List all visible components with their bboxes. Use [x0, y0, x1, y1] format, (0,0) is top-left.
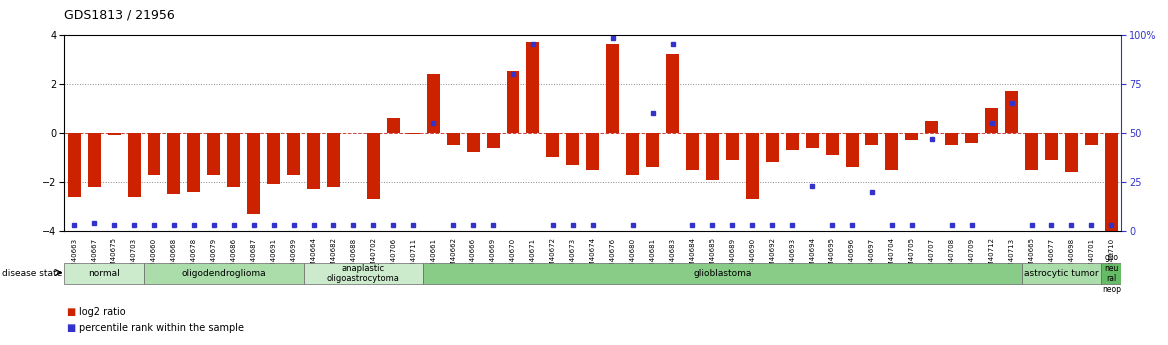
Bar	[626, 133, 639, 175]
Bar	[786, 133, 799, 150]
Bar	[965, 133, 978, 143]
Bar	[646, 133, 659, 167]
Bar	[466, 133, 480, 152]
Bar	[766, 133, 779, 162]
Bar	[905, 133, 918, 140]
Bar	[746, 133, 759, 199]
Bar	[367, 133, 380, 199]
Bar	[865, 133, 878, 145]
Bar	[446, 133, 460, 145]
Bar	[167, 133, 180, 194]
Bar	[826, 133, 839, 155]
Bar	[705, 133, 719, 179]
Bar	[1105, 133, 1118, 231]
Bar	[586, 133, 599, 170]
Bar	[487, 133, 500, 148]
Text: anaplastic
oligoastrocytoma: anaplastic oligoastrocytoma	[327, 264, 399, 283]
Bar	[248, 133, 260, 214]
Bar	[885, 133, 898, 170]
Bar	[426, 74, 439, 133]
Bar	[666, 54, 679, 133]
FancyBboxPatch shape	[423, 263, 1022, 284]
Bar	[208, 133, 221, 175]
Text: glioblastoma: glioblastoma	[694, 269, 751, 278]
Bar	[307, 133, 320, 189]
Bar	[1085, 133, 1098, 145]
Bar	[547, 133, 559, 157]
Text: log2 ratio: log2 ratio	[79, 307, 126, 317]
Bar	[566, 133, 579, 165]
Text: normal: normal	[89, 269, 120, 278]
Bar	[68, 133, 81, 197]
Text: ■: ■	[67, 307, 76, 317]
Text: oligodendroglioma: oligodendroglioma	[181, 269, 266, 278]
FancyBboxPatch shape	[144, 263, 304, 284]
Bar	[725, 133, 739, 160]
Bar	[187, 133, 201, 192]
FancyBboxPatch shape	[1101, 263, 1121, 284]
Bar	[387, 118, 399, 133]
Bar	[327, 133, 340, 187]
Bar	[127, 133, 140, 197]
FancyBboxPatch shape	[304, 263, 423, 284]
Bar	[406, 133, 419, 134]
Bar	[945, 133, 958, 145]
Bar	[1026, 133, 1038, 170]
Bar	[527, 42, 540, 133]
Text: GDS1813 / 21956: GDS1813 / 21956	[64, 9, 175, 22]
Text: glio
neu
ral
neop: glio neu ral neop	[1101, 253, 1121, 294]
Text: astrocytic tumor: astrocytic tumor	[1024, 269, 1099, 278]
Bar	[1045, 133, 1058, 160]
Text: ■: ■	[67, 323, 76, 333]
Bar	[925, 120, 938, 133]
Bar	[228, 133, 241, 187]
Bar	[287, 133, 300, 175]
FancyBboxPatch shape	[1022, 263, 1101, 284]
FancyBboxPatch shape	[64, 263, 144, 284]
Bar	[107, 133, 120, 135]
Bar	[507, 71, 520, 133]
Bar	[806, 133, 819, 148]
Bar	[147, 133, 160, 175]
Text: disease state: disease state	[2, 269, 63, 278]
Bar	[846, 133, 858, 167]
Bar	[686, 133, 698, 170]
Bar	[1006, 91, 1018, 133]
Bar	[606, 45, 619, 133]
Bar	[1065, 133, 1078, 172]
Text: percentile rank within the sample: percentile rank within the sample	[79, 323, 244, 333]
Bar	[985, 108, 999, 133]
Bar	[267, 133, 280, 185]
Bar	[88, 133, 100, 187]
